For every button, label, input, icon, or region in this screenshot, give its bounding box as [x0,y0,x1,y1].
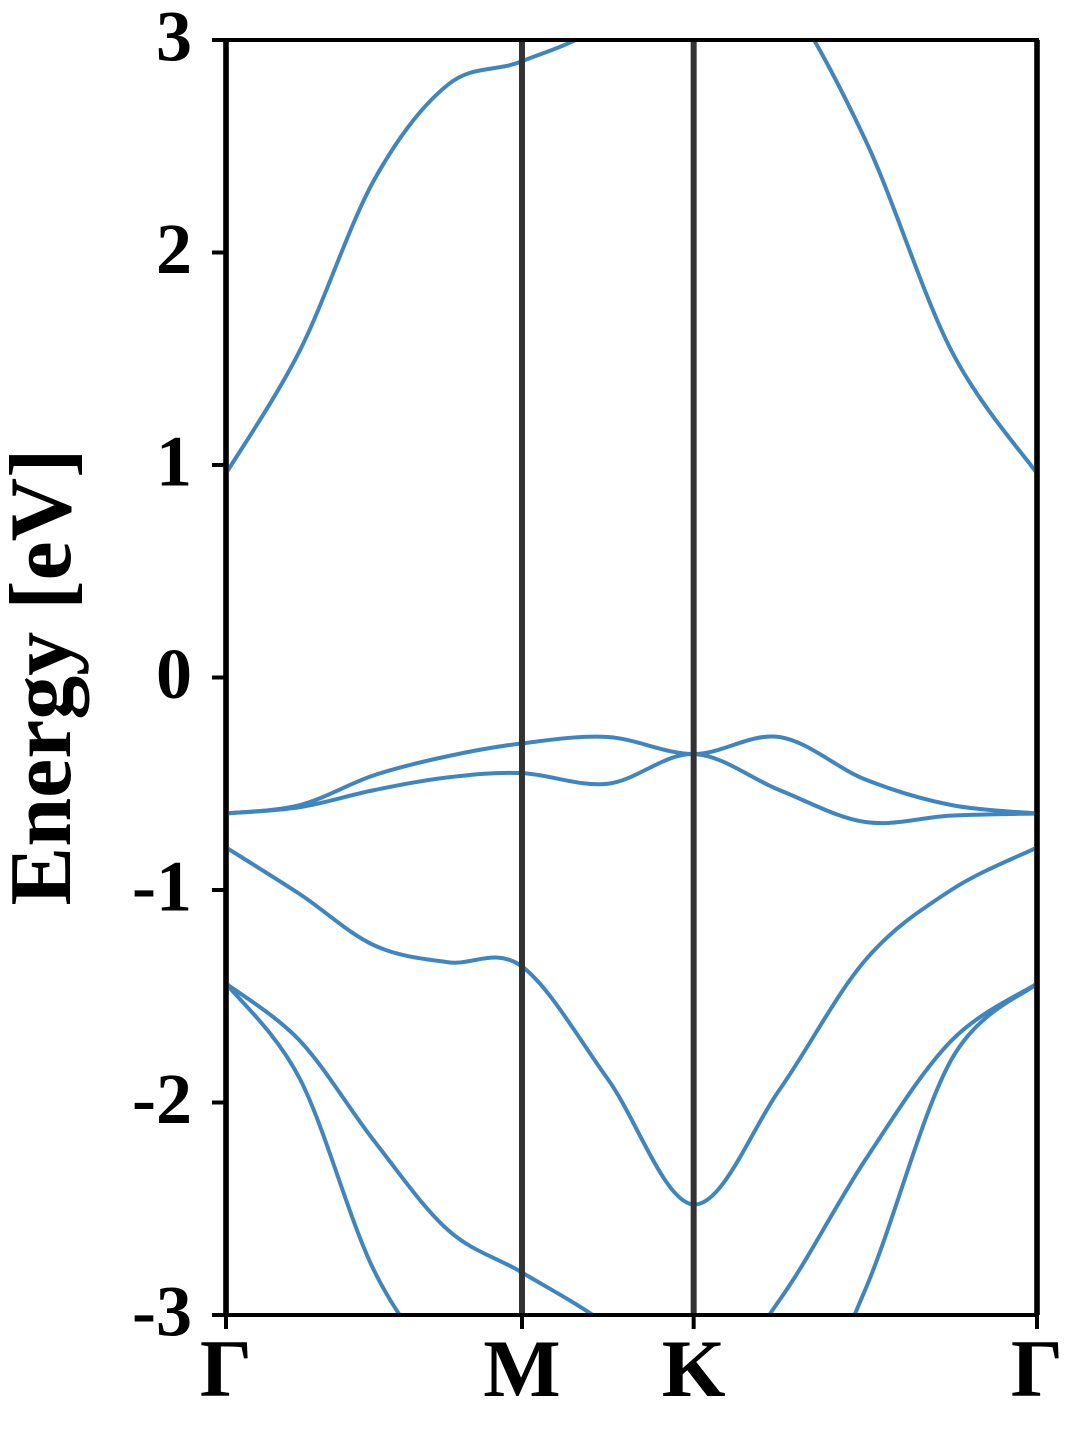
y-tick-label: -2 [132,1059,192,1139]
band-line [226,40,1037,475]
y-tick-label: 0 [156,634,192,714]
x-tick-label: M [483,1323,560,1414]
band-line [226,845,1037,1207]
band-line [226,981,1037,1315]
band-line [226,981,1037,1315]
y-tick-label: 3 [156,0,192,77]
band-line [226,751,1037,826]
x-tick-label: Γ [200,1323,252,1414]
y-tick-label: 2 [156,209,192,289]
band-line [226,734,1037,816]
y-tick-label: -3 [132,1272,192,1352]
plot-area [226,40,1037,1315]
y-tick-label: -1 [132,847,192,927]
x-tick-label: Γ [1011,1323,1063,1414]
x-tick-label: K [662,1323,726,1414]
plot-frame [224,38,1039,1317]
y-tick-label: 1 [156,422,192,502]
y-axis-label: Energy [eV] [0,449,90,906]
